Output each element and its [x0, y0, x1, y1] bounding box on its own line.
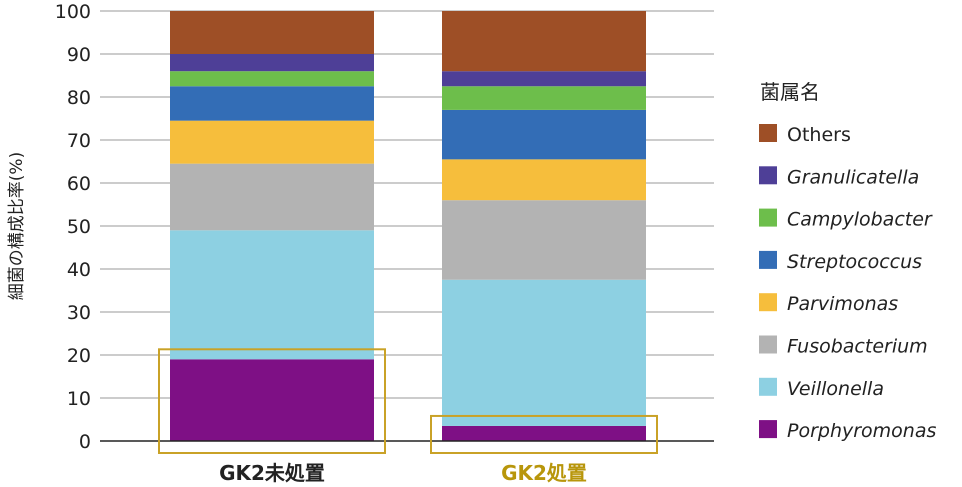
bar-granulicatella-1 [170, 54, 374, 72]
bars [170, 11, 646, 441]
legend-label-parvimonas: Parvimonas [787, 293, 898, 315]
legend-swatch-streptococcus [759, 250, 777, 269]
legend-label-others: Others [787, 124, 851, 146]
y-tick-label: 50 [67, 216, 91, 238]
y-tick-label: 40 [67, 259, 91, 281]
category-label-2: GK2処置 [501, 461, 587, 485]
bar-campylobacter-2 [442, 86, 646, 110]
bar-streptococcus-2 [442, 109, 646, 160]
bar-veillonella-2 [442, 279, 646, 426]
legend-swatch-veillonella [759, 377, 777, 396]
y-axis-label: 細菌の構成比率(%) [7, 152, 27, 300]
highlight-box-2 [430, 414, 658, 455]
bar-granulicatella-2 [442, 71, 646, 87]
bar-parvimonas-1 [170, 120, 374, 164]
bar-fusobacterium-2 [442, 200, 646, 280]
y-tick-label: 30 [67, 302, 91, 324]
bar-porphyromonas-2 [442, 425, 646, 441]
bar-others-2 [442, 11, 646, 72]
y-tick-label: 0 [79, 431, 91, 453]
y-tick-label: 70 [67, 130, 91, 152]
bar-campylobacter-1 [170, 71, 374, 87]
bar-streptococcus-1 [170, 86, 374, 121]
highlight-boxes [158, 348, 658, 455]
bar-fusobacterium-1 [170, 163, 374, 231]
y-tick-label: 60 [67, 173, 91, 195]
y-axis-ticks: 0 10 20 30 40 50 60 70 80 90 100 [55, 1, 91, 453]
legend-swatch-others [759, 124, 777, 142]
y-tick-label: 80 [67, 87, 91, 109]
legend-swatch-fusobacterium [759, 335, 777, 354]
bar-veillonella-1 [170, 230, 374, 360]
y-tick-label: 90 [67, 44, 91, 66]
y-tick-label: 20 [67, 345, 91, 367]
legend-swatch-granulicatella [759, 166, 777, 185]
legend-label-granulicatella: Granulicatella [787, 166, 919, 188]
bar-others-1 [170, 11, 374, 54]
bar-porphyromonas-1 [170, 359, 374, 441]
legend-label-campylobacter: Campylobacter [787, 209, 933, 231]
category-label-1: GK2未処置 [219, 461, 325, 485]
category-labels: GK2未処置 GK2処置 [219, 461, 587, 485]
legend-swatch-parvimonas [759, 293, 777, 312]
legend-swatch-campylobacter [759, 208, 777, 227]
legend-label-streptococcus: Streptococcus [787, 251, 922, 273]
legend-label-porphyromonas: Porphyromonas [787, 420, 936, 442]
highlight-box-1 [158, 348, 386, 454]
y-tick-label: 10 [67, 388, 91, 410]
legend-title: 菌属名 [760, 80, 820, 104]
bar-parvimonas-2 [442, 159, 646, 201]
y-tick-label: 100 [55, 1, 91, 23]
legend-swatch-porphyromonas [759, 420, 777, 439]
legend-label-veillonella: Veillonella [787, 378, 884, 400]
legend: 菌属名 Others Granulicatella Campylobacter Str… [759, 80, 936, 442]
legend-label-fusobacterium: Fusobacterium [787, 336, 928, 358]
